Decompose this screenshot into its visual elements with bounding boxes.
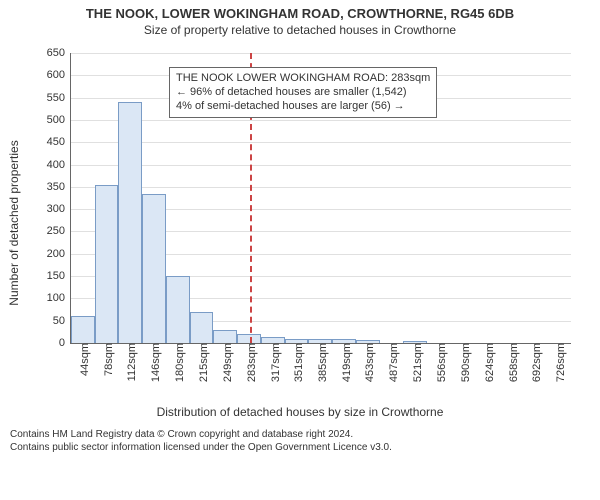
x-tick-label: 78sqm	[99, 343, 115, 376]
annotation-box: THE NOOK LOWER WOKINGHAM ROAD: 283sqm ← …	[169, 67, 437, 118]
histogram-bar	[95, 185, 119, 343]
histogram-bar	[118, 102, 142, 343]
histogram-bar	[71, 316, 95, 343]
plot-area: 0501001502002503003504004505005506006504…	[70, 53, 571, 344]
x-tick-label: 44sqm	[75, 343, 91, 376]
chart-area: Number of detached properties 0501001502…	[20, 43, 580, 403]
x-tick-label: 521sqm	[408, 343, 424, 382]
gridline	[71, 165, 571, 166]
y-tick-label: 150	[47, 270, 71, 282]
gridline	[71, 142, 571, 143]
x-tick-label: 726sqm	[551, 343, 567, 382]
y-tick-label: 400	[47, 159, 71, 171]
x-tick-label: 692sqm	[527, 343, 543, 382]
gridline	[71, 120, 571, 121]
y-tick-label: 0	[59, 337, 71, 349]
chart-title: THE NOOK, LOWER WOKINGHAM ROAD, CROWTHOR…	[0, 6, 600, 21]
y-tick-label: 50	[53, 315, 71, 327]
y-tick-label: 600	[47, 69, 71, 81]
histogram-bar	[190, 312, 214, 343]
y-tick-label: 350	[47, 181, 71, 193]
x-tick-label: 590sqm	[456, 343, 472, 382]
footnote-line-2: Contains public sector information licen…	[10, 442, 590, 455]
annotation-line-2: ← 96% of detached houses are smaller (1,…	[176, 86, 430, 100]
x-tick-label: 385sqm	[313, 343, 329, 382]
x-tick-label: 658sqm	[504, 343, 520, 382]
footnote-line-1: Contains HM Land Registry data © Crown c…	[10, 429, 590, 442]
x-tick-label: 146sqm	[146, 343, 162, 382]
histogram-bar	[213, 330, 237, 343]
x-tick-label: 624sqm	[480, 343, 496, 382]
gridline	[71, 187, 571, 188]
y-axis-label: Number of detached properties	[7, 140, 21, 305]
x-axis-label: Distribution of detached houses by size …	[0, 405, 600, 419]
x-tick-label: 556sqm	[432, 343, 448, 382]
y-tick-label: 650	[47, 47, 71, 59]
histogram-bar	[166, 276, 190, 343]
x-tick-label: 180sqm	[170, 343, 186, 382]
x-tick-label: 419sqm	[337, 343, 353, 382]
annotation-line-3: 4% of semi-detached houses are larger (5…	[176, 100, 430, 114]
histogram-bar	[142, 194, 166, 343]
y-tick-label: 200	[47, 248, 71, 260]
y-tick-label: 250	[47, 225, 71, 237]
y-tick-label: 300	[47, 203, 71, 215]
x-tick-label: 249sqm	[218, 343, 234, 382]
x-tick-label: 453sqm	[360, 343, 376, 382]
x-tick-label: 283sqm	[242, 343, 258, 382]
footnote: Contains HM Land Registry data © Crown c…	[10, 429, 590, 454]
x-tick-label: 215sqm	[194, 343, 210, 382]
y-tick-label: 100	[47, 292, 71, 304]
annotation-line-1: THE NOOK LOWER WOKINGHAM ROAD: 283sqm	[176, 72, 430, 86]
x-tick-label: 112sqm	[122, 343, 138, 381]
chart-subtitle: Size of property relative to detached ho…	[0, 23, 600, 37]
gridline	[71, 53, 571, 54]
x-tick-label: 487sqm	[384, 343, 400, 382]
y-tick-label: 450	[47, 136, 71, 148]
x-tick-label: 317sqm	[266, 343, 282, 382]
y-tick-label: 500	[47, 114, 71, 126]
y-tick-label: 550	[47, 92, 71, 104]
x-tick-label: 351sqm	[289, 343, 305, 382]
